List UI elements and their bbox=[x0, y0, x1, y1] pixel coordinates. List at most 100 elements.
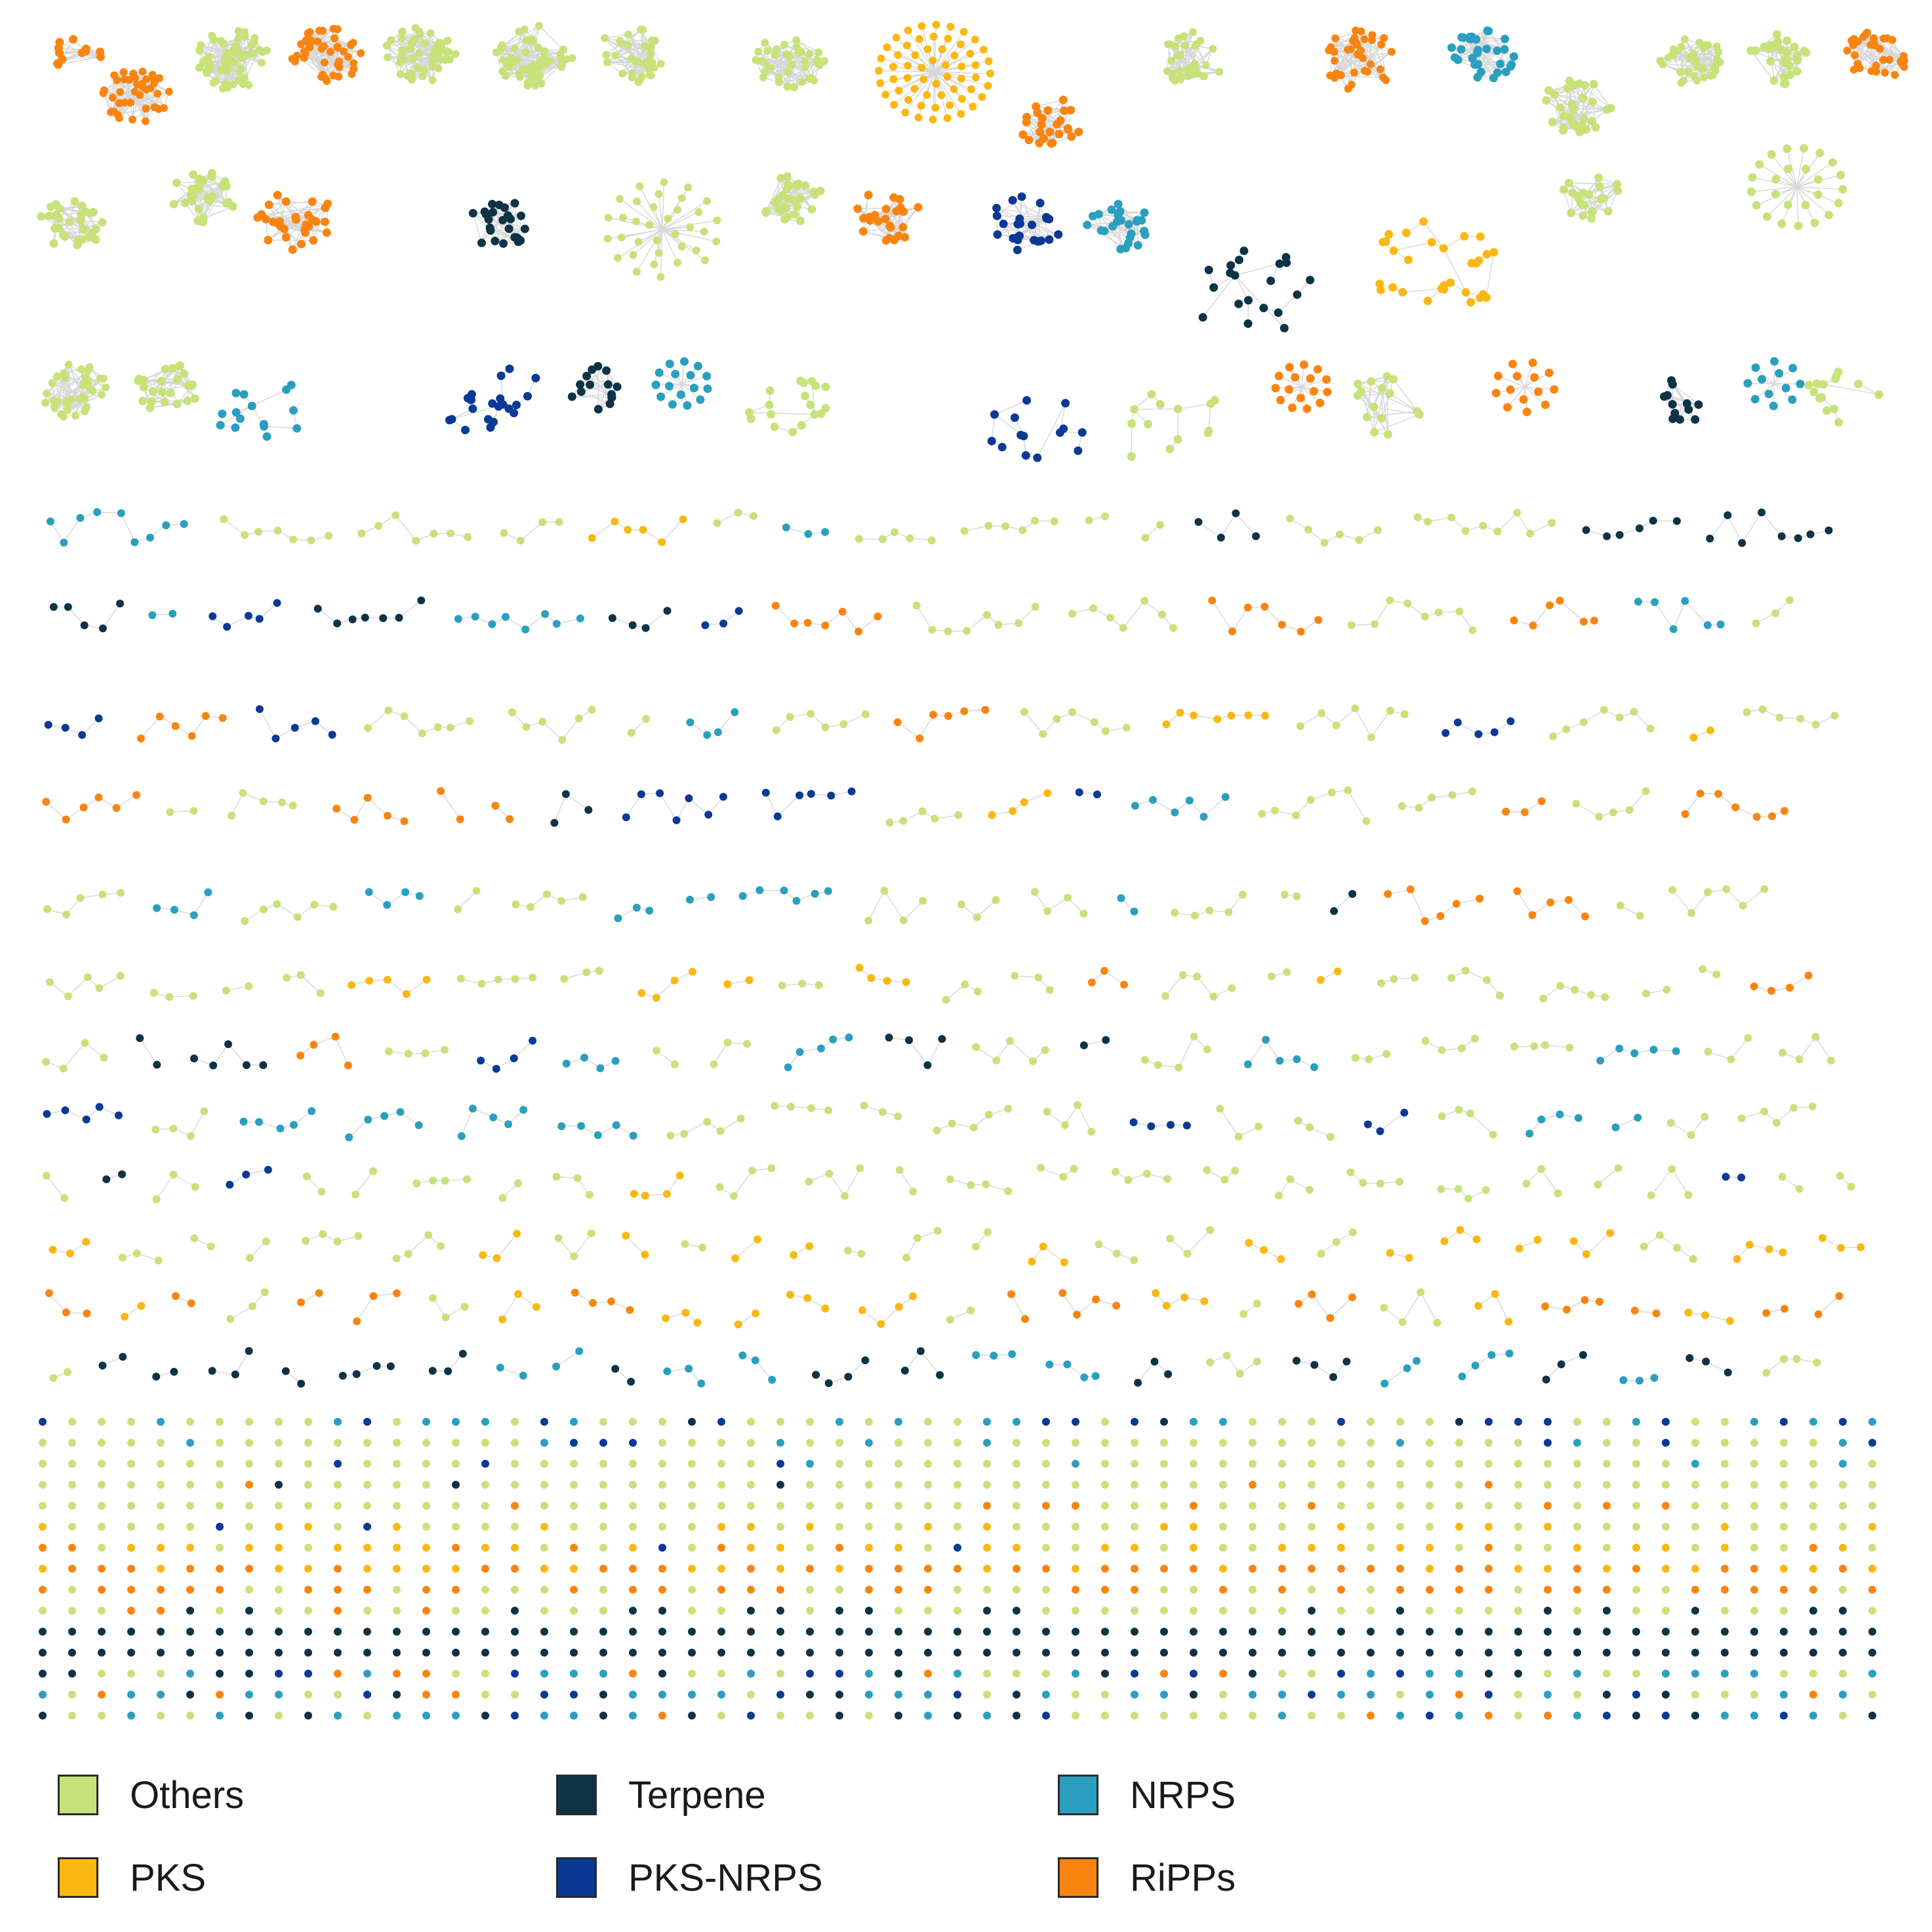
node-others bbox=[684, 183, 693, 191]
node-others bbox=[761, 208, 771, 217]
node-others bbox=[568, 54, 576, 62]
edge bbox=[1751, 186, 1798, 193]
node-others bbox=[194, 205, 203, 214]
node-ripps bbox=[319, 26, 327, 35]
node-nrps bbox=[676, 390, 685, 399]
node-ripps bbox=[1888, 35, 1897, 44]
node-ripps bbox=[331, 34, 338, 43]
node-pks bbox=[895, 87, 903, 95]
node-pksnrps bbox=[992, 203, 1001, 212]
node-terpene bbox=[494, 200, 504, 209]
edge bbox=[1457, 30, 1489, 60]
node-nrps bbox=[1133, 241, 1142, 250]
node-others bbox=[1569, 105, 1579, 113]
node-nrps bbox=[1493, 46, 1502, 55]
network-edges bbox=[41, 24, 1905, 1384]
node-others bbox=[1579, 93, 1588, 102]
node-pks bbox=[959, 28, 968, 36]
node-ripps bbox=[142, 104, 150, 113]
node-others bbox=[1173, 435, 1182, 444]
node-others bbox=[1602, 105, 1611, 114]
edge bbox=[1350, 49, 1352, 85]
node-others bbox=[102, 383, 110, 392]
node-others bbox=[1793, 50, 1802, 60]
node-pksnrps bbox=[1015, 214, 1024, 223]
edge bbox=[46, 1175, 65, 1199]
node-nrps bbox=[287, 380, 296, 390]
node-pksnrps bbox=[992, 211, 1001, 220]
edge bbox=[1211, 600, 1233, 632]
node-ripps bbox=[115, 114, 123, 122]
node-ripps bbox=[305, 35, 313, 43]
node-nrps bbox=[1472, 35, 1481, 44]
edge bbox=[607, 229, 663, 239]
node-others bbox=[797, 421, 806, 430]
node-ripps bbox=[108, 93, 117, 102]
node-others bbox=[403, 71, 412, 80]
node-ripps bbox=[1331, 34, 1340, 43]
node-others bbox=[811, 381, 820, 390]
node-others bbox=[65, 217, 74, 226]
node-others bbox=[1709, 71, 1718, 79]
node-ripps bbox=[297, 239, 306, 249]
node-ripps bbox=[129, 115, 136, 124]
node-others bbox=[611, 51, 620, 60]
node-ripps bbox=[309, 236, 318, 245]
node-others bbox=[426, 29, 435, 37]
node-pksnrps bbox=[1054, 230, 1063, 239]
node-pksnrps bbox=[990, 410, 999, 419]
edge bbox=[140, 716, 161, 739]
node-others bbox=[160, 397, 169, 407]
node-others bbox=[428, 76, 437, 85]
edge bbox=[1354, 708, 1372, 738]
edge bbox=[659, 793, 677, 821]
node-others bbox=[504, 58, 512, 67]
edge bbox=[1331, 44, 1358, 48]
node-others bbox=[1769, 76, 1779, 85]
node-pks bbox=[883, 43, 891, 52]
edge bbox=[934, 71, 976, 78]
edge bbox=[173, 1174, 196, 1188]
node-others bbox=[1559, 111, 1568, 121]
node-ripps bbox=[886, 223, 895, 232]
node-others bbox=[1771, 174, 1781, 184]
edge bbox=[661, 519, 683, 543]
edge bbox=[235, 1350, 250, 1375]
node-nrps bbox=[696, 395, 705, 404]
node-nrps bbox=[1447, 43, 1456, 52]
node-pks bbox=[904, 62, 912, 70]
edge bbox=[334, 1036, 349, 1066]
edge bbox=[1651, 1169, 1672, 1196]
edge bbox=[1367, 411, 1418, 418]
edge bbox=[58, 218, 82, 241]
node-others bbox=[759, 73, 767, 81]
edge bbox=[858, 616, 878, 632]
edge bbox=[264, 426, 297, 429]
node-terpene bbox=[607, 393, 616, 402]
node-ripps bbox=[1881, 68, 1889, 77]
node-others bbox=[780, 41, 788, 49]
node-nrps bbox=[703, 384, 712, 393]
node-others bbox=[415, 27, 424, 35]
node-terpene bbox=[1306, 275, 1315, 285]
node-pks bbox=[1482, 250, 1491, 259]
edge bbox=[887, 47, 935, 73]
node-others bbox=[788, 60, 796, 69]
node-others bbox=[1693, 76, 1701, 85]
node-others bbox=[435, 39, 443, 47]
node-nrps bbox=[1108, 222, 1117, 231]
edge bbox=[406, 979, 427, 995]
edge bbox=[1024, 712, 1043, 735]
node-others bbox=[1755, 160, 1764, 169]
node-others bbox=[775, 78, 783, 87]
edge bbox=[97, 512, 121, 514]
edge bbox=[488, 203, 515, 220]
node-ripps bbox=[1066, 106, 1076, 115]
node-pks bbox=[1381, 237, 1390, 246]
node-others bbox=[57, 410, 66, 418]
node-others bbox=[84, 377, 92, 386]
node-ripps bbox=[276, 222, 285, 231]
node-pksnrps bbox=[1036, 199, 1045, 208]
edge bbox=[1347, 790, 1367, 822]
edge bbox=[662, 211, 699, 230]
